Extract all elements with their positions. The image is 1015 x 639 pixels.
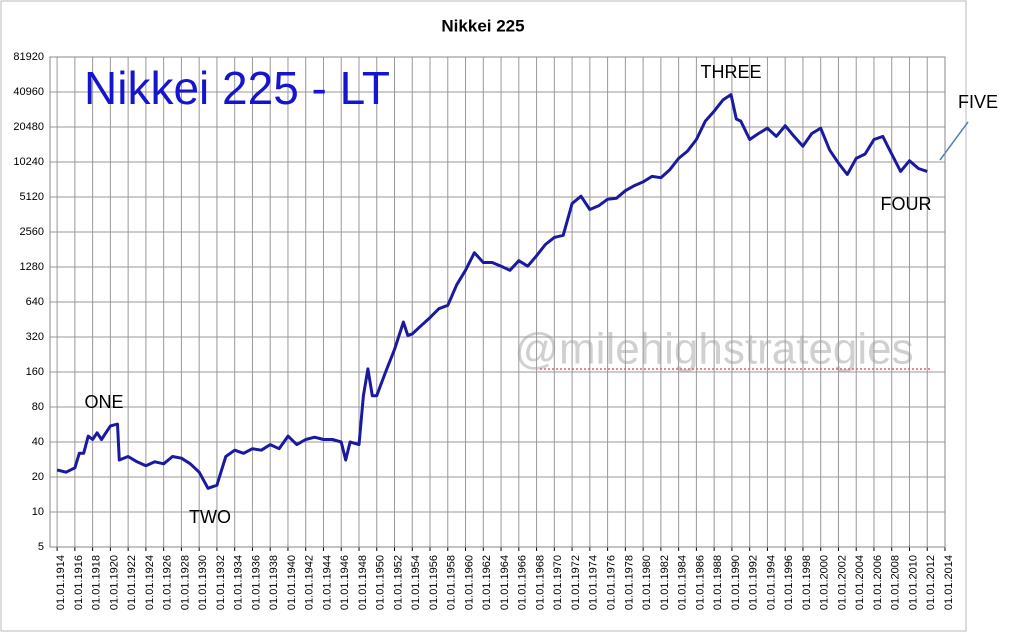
y-tick-label: 80 (32, 401, 44, 413)
y-tick-label: 640 (26, 296, 44, 308)
annotation: THREE (700, 62, 761, 82)
x-tick-label: 01.01.1958 (446, 555, 458, 610)
annotation: @milehighstrategies (514, 325, 913, 374)
x-tick-label: 01.01.1916 (73, 555, 85, 610)
y-tick-label: 20 (32, 471, 44, 483)
annotation: TWO (189, 507, 231, 527)
x-tick-label: 01.01.1990 (730, 555, 742, 610)
x-tick-label: 01.01.1940 (286, 555, 298, 610)
y-tick-label: 5120 (20, 191, 44, 203)
x-tick-label: 01.01.1942 (304, 555, 316, 610)
x-tick-label: 01.01.1968 (534, 555, 546, 610)
x-tick-label: 01.01.1922 (126, 555, 138, 610)
x-tick-label: 01.01.1970 (552, 555, 564, 610)
x-tick-label: 01.01.1934 (233, 555, 245, 610)
y-tick-label: 10 (32, 506, 44, 518)
x-tick-label: 01.01.1998 (801, 555, 813, 610)
x-tick-label: 01.01.1976 (606, 555, 618, 610)
annotation: ONE (84, 392, 123, 412)
x-tick-label: 01.01.1974 (588, 555, 600, 610)
x-tick-label: 01.01.2008 (890, 555, 902, 610)
x-tick-label: 01.01.1964 (499, 555, 511, 610)
y-tick-label: 160 (26, 366, 44, 378)
x-tick-label: 01.01.1992 (748, 555, 760, 610)
annotation: Nikkei 225 - LT (84, 62, 390, 114)
x-tick-label: 01.01.1938 (268, 555, 280, 610)
y-tick-label: 40 (32, 436, 44, 448)
x-tick-label: 01.01.1988 (712, 555, 724, 610)
x-tick-label: 01.01.1928 (179, 555, 191, 610)
chart-title: Nikkei 225 (441, 16, 524, 35)
x-tick-label: 01.01.2006 (872, 555, 884, 610)
x-tick-label: 01.01.1946 (339, 555, 351, 610)
y-tick-label: 40960 (13, 86, 44, 98)
x-tick-label: 01.01.2000 (819, 555, 831, 610)
x-tick-label: 01.01.1952 (392, 555, 404, 610)
x-tick-label: 01.01.1978 (623, 555, 635, 610)
x-tick-label: 01.01.1932 (215, 555, 227, 610)
x-tick-label: 01.01.1984 (677, 555, 689, 610)
x-tick-label: 01.01.1930 (197, 555, 209, 610)
x-tick-label: 01.01.1926 (162, 555, 174, 610)
x-tick-label: 01.01.1948 (357, 555, 369, 610)
y-tick-label: 1280 (20, 261, 44, 273)
x-tick-label: 01.01.2002 (836, 555, 848, 610)
x-tick-label: 01.01.1996 (783, 555, 795, 610)
data-line (56, 93, 928, 490)
plot-area (49, 56, 946, 548)
x-tick-label: 01.01.1944 (321, 555, 333, 610)
y-tick-label: 10240 (13, 156, 44, 168)
x-tick-label: 01.01.1980 (641, 555, 653, 610)
y-tick-label: 20480 (13, 121, 44, 133)
x-tick-label: 01.01.2004 (854, 555, 866, 610)
x-tick-label: 01.01.1950 (375, 555, 387, 610)
annotation: FIVE (958, 92, 998, 112)
x-tick-label: 01.01.1924 (144, 555, 156, 610)
x-tick-label: 01.01.1920 (108, 555, 120, 610)
y-tick-label: 5 (38, 541, 44, 553)
x-tick-label: 01.01.1956 (428, 555, 440, 610)
annotation: FOUR (881, 194, 932, 214)
y-tick-label: 320 (26, 331, 44, 343)
x-tick-label: 01.01.2014 (943, 555, 955, 610)
x-tick-label: 01.01.1960 (463, 555, 475, 610)
x-tick-label: 01.01.1914 (55, 555, 67, 610)
x-tick-label: 01.01.1986 (694, 555, 706, 610)
x-tick-label: 01.01.1966 (517, 555, 529, 610)
x-tick-label: 01.01.2012 (925, 555, 937, 610)
x-tick-label: 01.01.1994 (765, 555, 777, 610)
y-tick-label: 2560 (20, 226, 44, 238)
x-tick-label: 01.01.1918 (91, 555, 103, 610)
x-tick-label: 01.01.1962 (481, 555, 493, 610)
x-tick-label: 01.01.2010 (907, 555, 919, 610)
x-tick-label: 01.01.1982 (659, 555, 671, 610)
y-tick-label: 81920 (13, 51, 44, 63)
x-tick-label: 01.01.1936 (250, 555, 262, 610)
x-tick-label: 01.01.1954 (410, 555, 422, 610)
x-tick-label: 01.01.1972 (570, 555, 582, 610)
